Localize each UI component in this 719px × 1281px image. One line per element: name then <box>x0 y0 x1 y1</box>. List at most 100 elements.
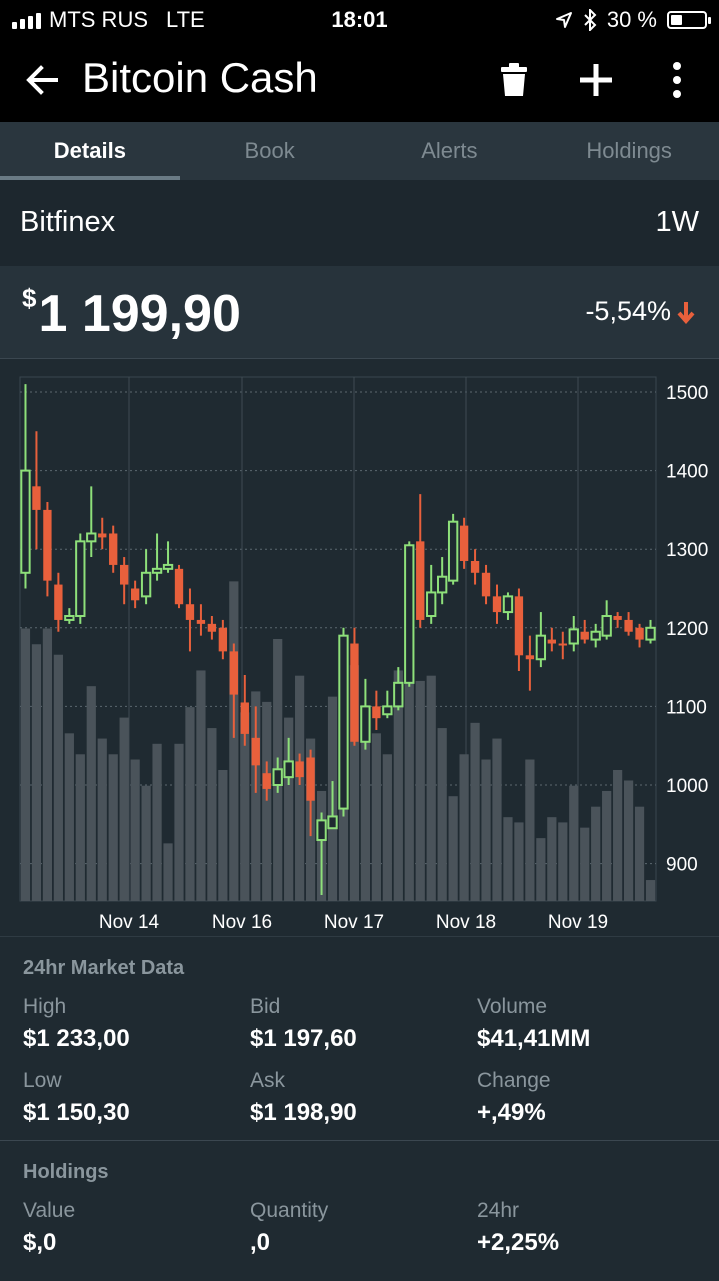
candle-body-down <box>295 761 304 778</box>
volume-bar <box>163 843 173 901</box>
candle-body-down <box>196 619 206 624</box>
holding-value-label: Value <box>23 1199 76 1222</box>
candle-body-down <box>481 572 491 597</box>
holdings-title: Holdings <box>23 1161 109 1183</box>
add-icon[interactable] <box>574 58 618 102</box>
candle-body-down <box>580 631 589 640</box>
candle-body-up <box>502 595 514 614</box>
y-tick-label: 1200 <box>666 619 708 640</box>
volume-bar <box>525 759 535 901</box>
price-value: 1 199,90 <box>38 285 241 343</box>
candle-body-up <box>601 615 612 637</box>
y-tick-label: 1300 <box>666 540 708 561</box>
status-bar: MTS RUS LTE 18:01 30 % <box>0 0 719 40</box>
candle-body-down <box>350 643 359 742</box>
volume-bar <box>284 717 294 901</box>
candle-body-up <box>140 571 152 598</box>
signal-icon <box>12 11 41 29</box>
price-change: -5,54% <box>585 296 695 327</box>
volume-bar <box>459 754 469 901</box>
tab-alerts[interactable]: Alerts <box>421 138 478 163</box>
volume-bar <box>31 644 42 901</box>
holding-value-cell: Value $,0 <box>23 1199 243 1257</box>
holding-quantity-cell: Quantity ,0 <box>250 1199 470 1257</box>
arrow-down-icon <box>677 301 695 324</box>
candle-body-down <box>120 564 129 585</box>
volume-bar <box>108 754 118 901</box>
candle-body-up <box>316 819 327 842</box>
volume-bar <box>503 817 513 901</box>
volume-bar <box>558 822 568 901</box>
candle-body-up <box>535 634 547 661</box>
period-selector[interactable]: 1W <box>655 206 700 238</box>
tab-book[interactable]: Book <box>244 138 295 163</box>
candle-body-up <box>590 630 601 641</box>
candle-body-down <box>185 604 195 620</box>
volume-bar <box>580 827 590 901</box>
candle-body-up <box>338 634 349 810</box>
exchange-row[interactable]: Bitfinex 1W <box>0 180 719 266</box>
volume-bar <box>53 654 63 901</box>
trash-icon[interactable] <box>492 58 536 102</box>
candle-body-down <box>416 541 425 620</box>
volume-cell: Volume $41,41MM <box>477 995 697 1053</box>
volume-bar <box>174 743 184 901</box>
holding-24hr-label: 24hr <box>477 1199 520 1222</box>
volume-value: $41,41MM <box>477 1025 591 1052</box>
volume-bar <box>634 806 645 901</box>
candle-body-down <box>547 639 556 644</box>
volume-bar <box>393 670 403 901</box>
candle-body-down <box>613 616 622 620</box>
volume-bar <box>404 607 414 901</box>
x-tick-label: Nov 19 <box>548 912 608 933</box>
ask-value: $1 198,90 <box>250 1099 357 1126</box>
volume-bar <box>218 770 228 901</box>
volume-bar <box>141 785 151 901</box>
candle-body-down <box>525 655 535 660</box>
candle-body-up <box>645 626 656 641</box>
volume-bar <box>371 733 381 901</box>
low-value: $1 150,30 <box>23 1099 130 1126</box>
candle-body-up <box>426 591 437 618</box>
volume-bar <box>623 780 634 901</box>
high-value: $1 233,00 <box>23 1025 130 1052</box>
candle-body-down <box>459 525 469 561</box>
volume-bar <box>470 722 480 901</box>
back-arrow-icon[interactable] <box>20 58 64 102</box>
candle-body-down <box>558 643 567 646</box>
market-data-section: 24hr Market Data High $1 233,00 Bid $1 1… <box>0 936 719 1141</box>
price-chart[interactable]: 1500 1400 1300 1200 1100 1000 900 Nov 14 Nov 16 N… <box>0 359 719 936</box>
market-data-title: 24hr Market Data <box>23 957 185 979</box>
volume-bar <box>536 838 546 901</box>
volume-bar <box>75 754 85 901</box>
candle-body-up <box>393 681 404 708</box>
volume-bar <box>97 738 107 901</box>
volume-bar <box>426 675 436 901</box>
volume-bar <box>130 759 140 901</box>
volume-bar <box>645 880 656 901</box>
volume-label: Volume <box>477 995 548 1018</box>
volume-bar <box>492 738 502 901</box>
x-tick-label: Nov 16 <box>212 912 272 933</box>
holdings-section: Holdings Value $,0 Quantity ,0 24hr +2,2… <box>0 1140 719 1281</box>
volume-bar <box>349 665 360 901</box>
tab-holdings[interactable]: Holdings <box>586 138 672 163</box>
candle-body-up <box>75 540 86 618</box>
candle-body-down <box>98 533 107 538</box>
tab-bar: Details Book Alerts Holdings <box>0 122 719 180</box>
volume-bar <box>295 675 305 901</box>
candle-body-up <box>86 532 97 543</box>
y-tick-label: 900 <box>666 855 698 876</box>
candle-body-up <box>404 544 415 684</box>
holding-quantity-value: ,0 <box>250 1229 271 1256</box>
tab-details[interactable]: Details <box>0 122 180 180</box>
candle-body-up <box>327 815 338 830</box>
status-right: 30 % <box>555 7 711 33</box>
more-vert-icon[interactable] <box>655 58 699 102</box>
volume-bar <box>591 806 601 901</box>
candle-body-down <box>635 627 644 640</box>
change-cell: Change +,49% <box>477 1069 697 1127</box>
location-icon <box>555 12 572 28</box>
candlestick-chart[interactable]: 1500 1400 1300 1200 1100 1000 900 Nov 14 Nov 16 N… <box>0 359 719 936</box>
bid-value: $1 197,60 <box>250 1025 357 1052</box>
